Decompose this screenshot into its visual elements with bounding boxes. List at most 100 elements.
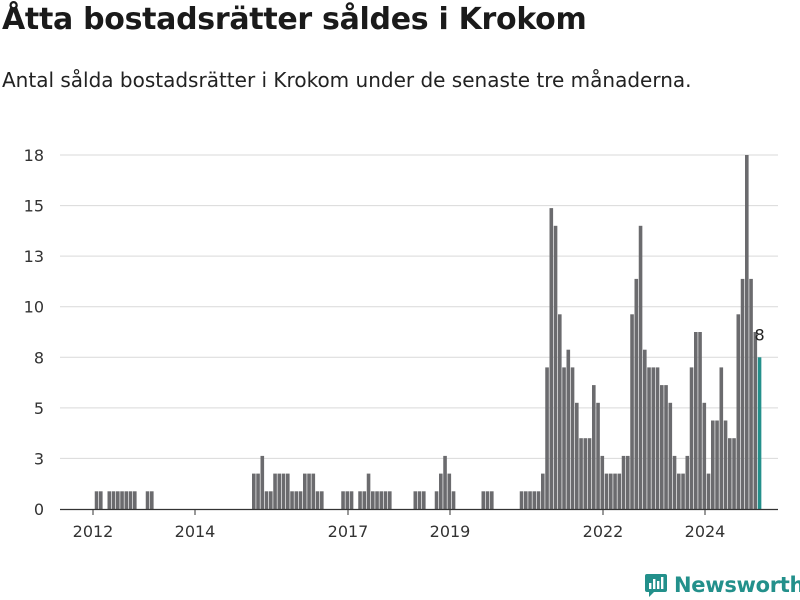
bar	[307, 473, 311, 509]
bar	[711, 420, 715, 509]
bar	[358, 491, 362, 509]
bar	[698, 332, 702, 509]
bar	[281, 473, 286, 509]
bar	[375, 491, 379, 509]
bar	[383, 491, 388, 509]
bar	[630, 314, 634, 509]
bar	[252, 473, 256, 509]
bar	[264, 491, 269, 509]
bar	[668, 402, 673, 509]
y-tick-label: 5	[34, 399, 44, 418]
bar	[677, 473, 681, 509]
bar	[651, 367, 656, 509]
bar	[269, 491, 273, 509]
bar	[532, 491, 537, 509]
bar	[736, 314, 741, 509]
bar	[290, 491, 294, 509]
bar	[128, 491, 133, 509]
bar	[583, 438, 588, 509]
bar	[732, 438, 736, 509]
y-tick-label: 3	[34, 449, 44, 468]
bar	[349, 491, 354, 509]
bar	[528, 491, 532, 509]
x-tick-label: 2017	[328, 522, 369, 541]
bar	[422, 491, 426, 509]
chart-title: Åtta bostadsrätter såldes i Krokom	[2, 2, 587, 37]
bar	[413, 491, 418, 509]
y-tick-label: 15	[24, 197, 44, 216]
bar	[94, 491, 99, 509]
bar	[303, 473, 307, 509]
bar	[553, 225, 558, 510]
bar	[362, 491, 367, 509]
newsworthy-logo-text: Newsworthy	[674, 573, 800, 597]
bar	[366, 473, 371, 509]
bar	[579, 438, 583, 509]
bar	[719, 367, 724, 509]
bar	[345, 491, 350, 509]
bar	[664, 385, 668, 509]
bar	[617, 473, 622, 509]
bar	[626, 455, 630, 509]
bar	[638, 225, 643, 510]
bar	[111, 491, 116, 509]
bar	[320, 491, 324, 509]
bar	[604, 473, 609, 509]
bar	[587, 438, 592, 509]
bar	[260, 455, 265, 509]
bar	[541, 473, 545, 509]
bar	[600, 455, 605, 509]
bar	[596, 402, 600, 509]
bar	[311, 473, 316, 509]
bar	[575, 402, 579, 509]
bar	[315, 491, 320, 509]
bar	[150, 491, 154, 509]
bar	[566, 349, 571, 509]
bar	[745, 155, 749, 509]
bar	[145, 491, 150, 509]
bar	[634, 278, 639, 509]
bar	[660, 385, 664, 509]
bar	[439, 473, 443, 509]
bar	[116, 491, 120, 509]
bar	[388, 491, 392, 509]
bar	[570, 367, 575, 509]
newsworthy-logo-icon	[645, 574, 667, 597]
bar	[294, 491, 299, 509]
bar	[706, 473, 711, 509]
bar	[286, 473, 290, 509]
newsworthy-logo: Newsworthy	[644, 570, 800, 600]
bar	[341, 491, 345, 509]
x-tick-label: 2024	[685, 522, 726, 541]
bar	[621, 455, 626, 509]
bar	[613, 473, 617, 509]
y-tick-label: 10	[24, 298, 44, 317]
bar	[519, 491, 524, 509]
bar	[417, 491, 422, 509]
bar	[99, 491, 103, 509]
bar	[451, 491, 456, 509]
bar	[740, 278, 745, 509]
bar	[133, 491, 137, 509]
bar	[647, 367, 651, 509]
y-tick-label: 13	[24, 247, 44, 266]
y-tick-label: 0	[34, 500, 44, 519]
bar	[298, 491, 303, 509]
bar	[371, 491, 375, 509]
bar	[124, 491, 129, 509]
bar	[256, 473, 260, 509]
bar	[536, 491, 541, 509]
bar	[379, 491, 384, 509]
bar	[753, 332, 758, 509]
bar	[689, 367, 694, 509]
bar	[558, 314, 562, 509]
bar	[485, 491, 490, 509]
x-tick-label: 2012	[73, 522, 114, 541]
highlight-value-label: 8	[754, 325, 764, 344]
bar	[443, 455, 447, 509]
chart-subtitle: Antal sålda bostadsrätter i Krokom under…	[2, 68, 692, 92]
bar	[592, 385, 596, 509]
bar	[277, 473, 282, 509]
highlight-bar	[757, 357, 762, 509]
bar	[273, 473, 277, 509]
